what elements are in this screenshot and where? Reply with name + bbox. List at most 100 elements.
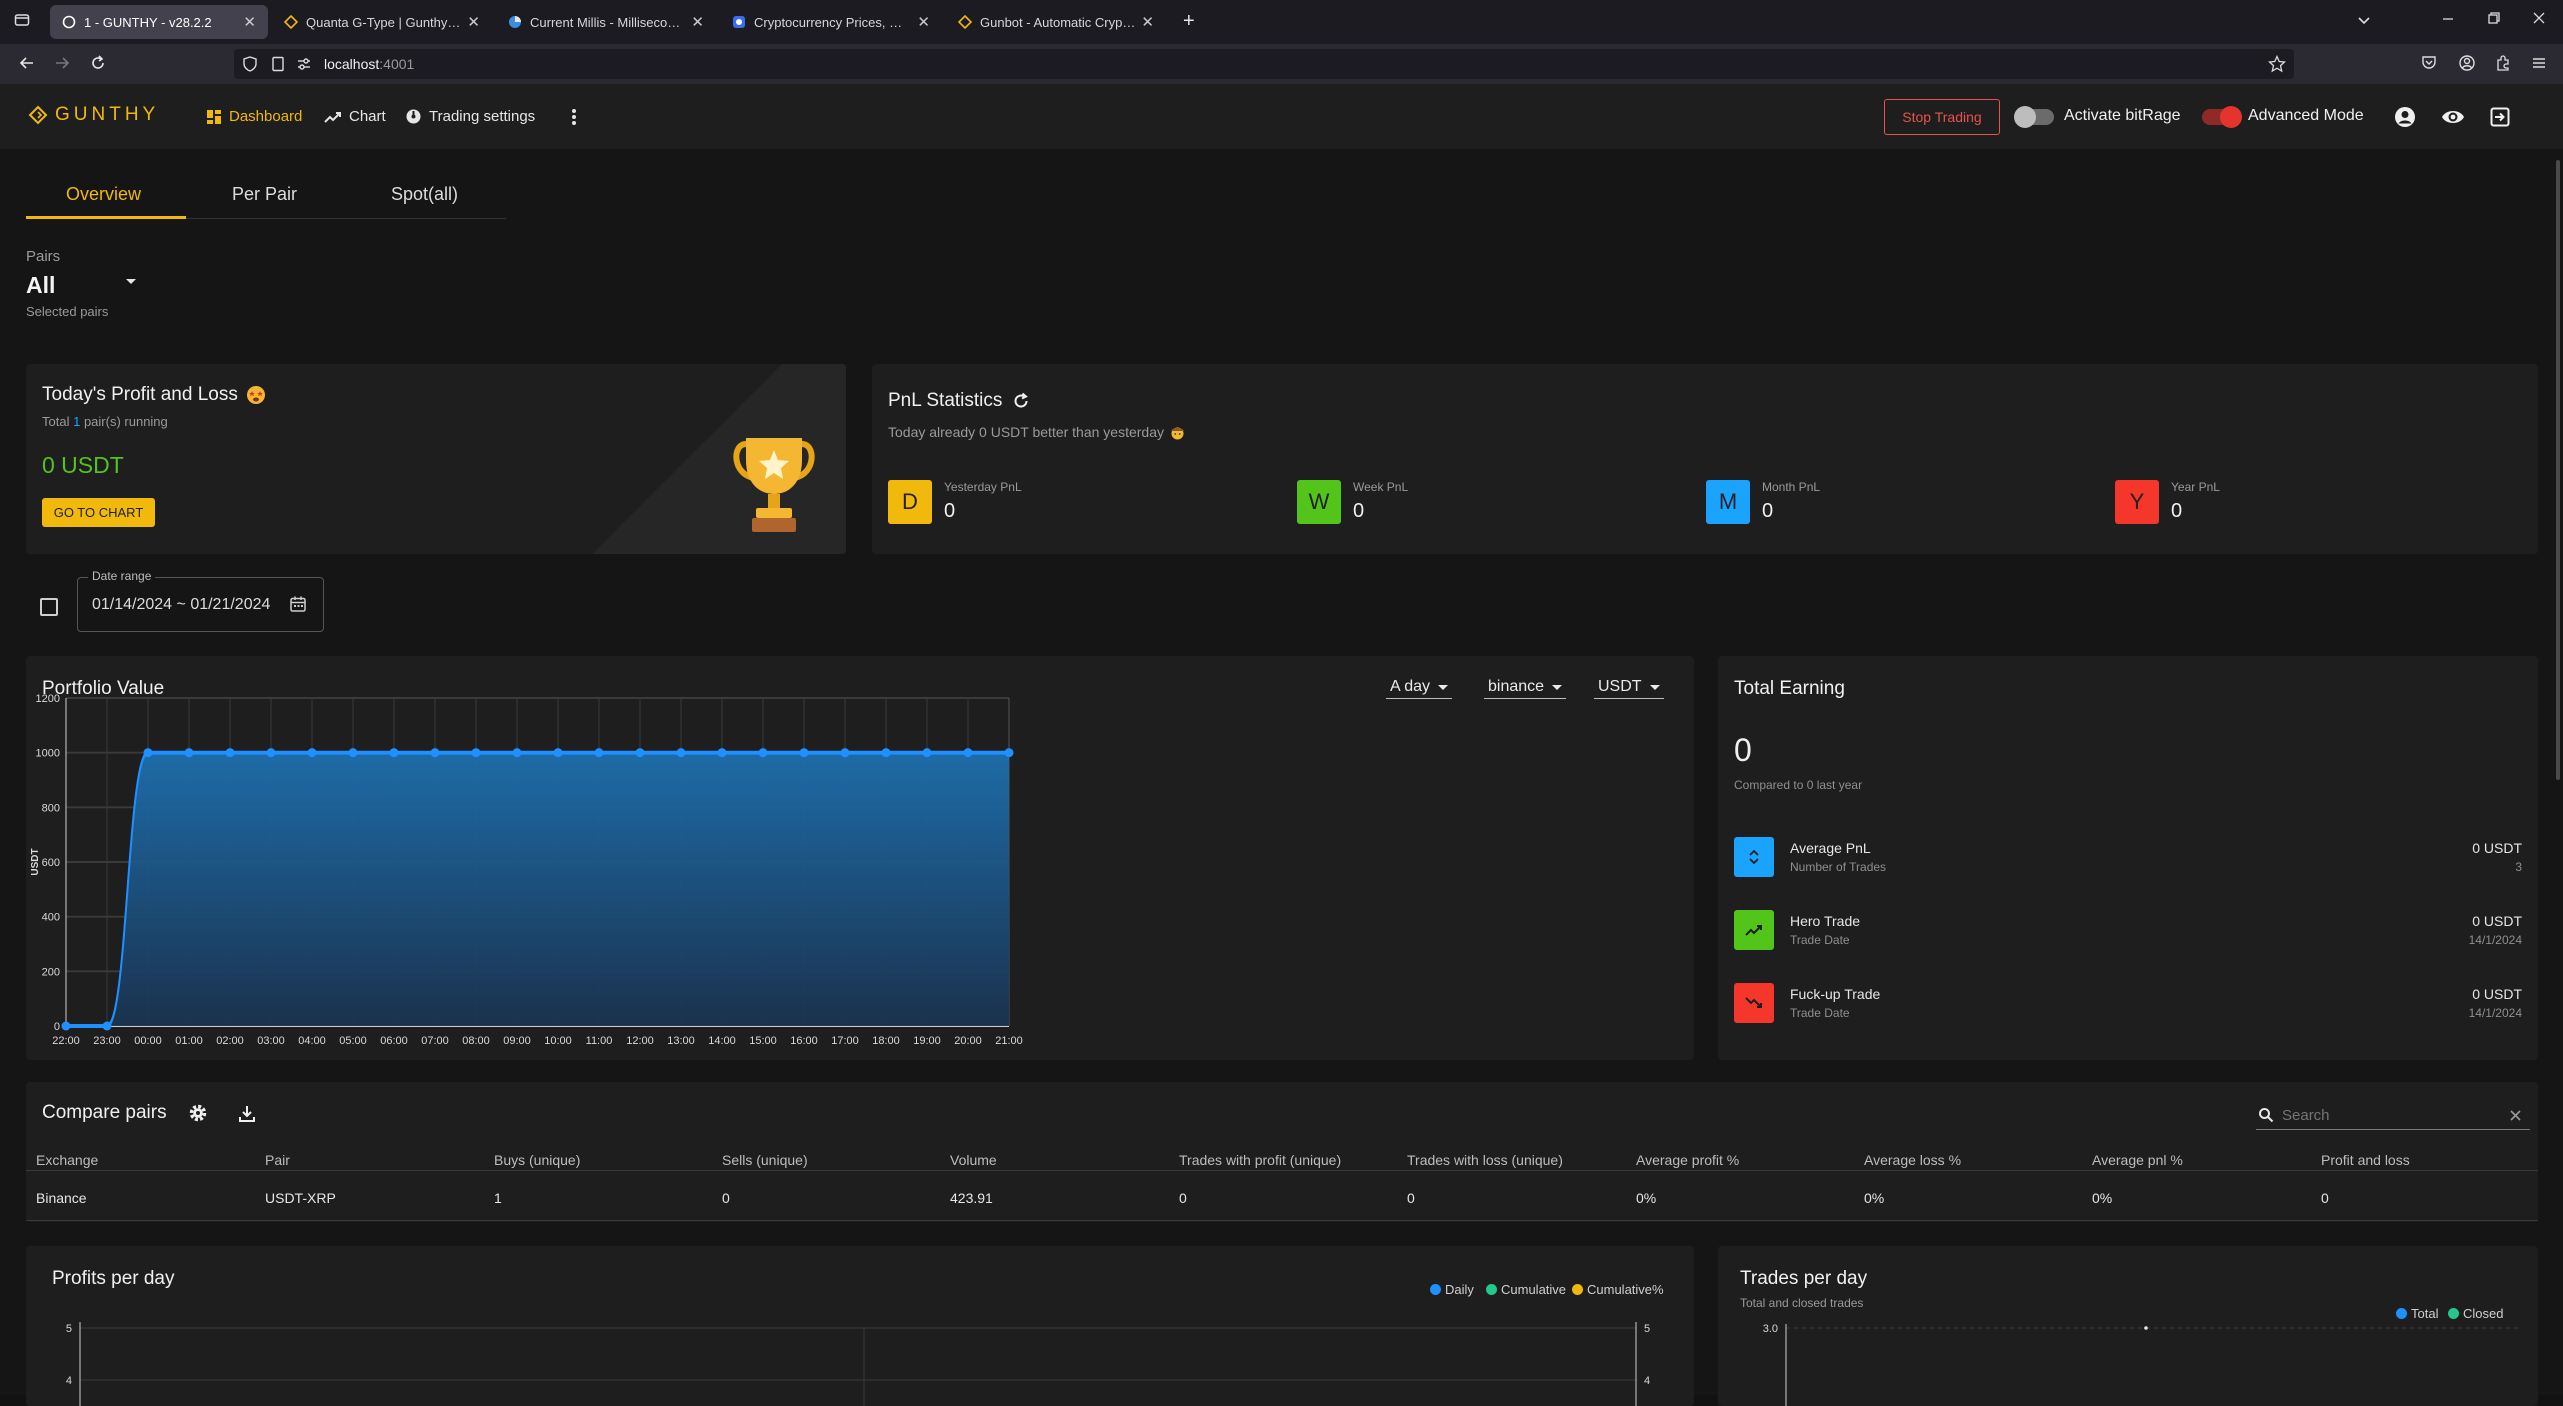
browser-tab-gunthy[interactable]: 1 - GUNTHY - v28.2.2 ✕ (50, 5, 268, 39)
data-point[interactable] (430, 748, 440, 758)
back-icon[interactable] (18, 54, 36, 72)
data-point[interactable] (61, 1021, 71, 1031)
page-scrollbar[interactable] (2556, 160, 2560, 780)
shield-icon[interactable] (242, 56, 258, 72)
close-tab-icon[interactable]: ✕ (1141, 14, 1154, 31)
eye-icon[interactable] (2441, 107, 2465, 127)
data-point[interactable] (512, 748, 522, 758)
close-tab-icon[interactable]: ✕ (467, 14, 480, 31)
url-text[interactable]: localhost:4001 (324, 56, 415, 72)
data-point[interactable] (922, 748, 932, 758)
legend-total[interactable]: Total (2396, 1306, 2438, 1321)
legend-daily[interactable]: Daily (1430, 1282, 1474, 1297)
col-avg-pnl[interactable]: Average pnl % (2092, 1152, 2183, 1168)
legend-closed[interactable]: Closed (2448, 1306, 2503, 1321)
data-point[interactable] (348, 748, 358, 758)
data-point[interactable] (963, 748, 973, 758)
data-point[interactable] (184, 748, 194, 758)
data-point[interactable] (758, 748, 768, 758)
data-point[interactable] (799, 748, 809, 758)
data-point[interactable] (553, 748, 563, 758)
profits-per-day-chart[interactable]: 5 4 5 4 (26, 1246, 1694, 1406)
data-point[interactable] (225, 748, 235, 758)
search-input[interactable] (2282, 1104, 2492, 1126)
nav-dashboard[interactable]: Dashboard (206, 108, 302, 125)
restore-window-icon[interactable] (2486, 10, 2502, 26)
logout-icon[interactable] (2490, 107, 2510, 127)
clear-search-icon[interactable] (2509, 1109, 2522, 1122)
data-point[interactable] (840, 748, 850, 758)
pairs-running-count[interactable]: 1 (73, 414, 81, 429)
address-bar[interactable]: localhost:4001 (234, 49, 2294, 79)
account-icon[interactable] (2458, 54, 2476, 72)
tab-overview[interactable]: Overview (66, 184, 142, 204)
trades-per-day-chart[interactable]: 3.0 (1718, 1246, 2538, 1406)
data-point[interactable] (676, 748, 686, 758)
nav-trading-settings[interactable]: Trading settings (405, 108, 535, 125)
bookmark-star-icon[interactable] (2268, 55, 2286, 73)
data-point[interactable] (102, 1021, 112, 1031)
app-menu-icon[interactable] (2530, 54, 2548, 72)
minimize-window-icon[interactable] (2440, 10, 2456, 26)
download-icon[interactable] (237, 1104, 257, 1124)
legend-cumulative-percent[interactable]: Cumulative% (1572, 1282, 1664, 1297)
gunthy-logo[interactable]: GUNTHY (28, 104, 159, 126)
data-point[interactable] (307, 748, 317, 758)
date-range-field[interactable]: Date range 01/14/2024 ~ 01/21/2024 (77, 569, 324, 632)
search-field[interactable] (2256, 1100, 2530, 1130)
nav-chart[interactable]: Chart (324, 108, 386, 125)
page-info-icon[interactable] (270, 56, 286, 72)
data-point[interactable] (635, 748, 645, 758)
exchange-select[interactable]: binance (1484, 678, 1567, 699)
col-avg-profit[interactable]: Average profit % (1636, 1152, 1740, 1168)
gear-icon[interactable] (188, 1103, 208, 1123)
extensions-icon[interactable] (2494, 54, 2512, 72)
account-circle-icon[interactable] (2394, 106, 2416, 128)
close-tab-icon[interactable]: ✕ (691, 14, 704, 31)
stop-trading-button[interactable]: Stop Trading (1884, 99, 2000, 135)
col-exchange[interactable]: Exchange (36, 1152, 99, 1168)
col-avg-loss[interactable]: Average loss % (1864, 1152, 1962, 1168)
portfolio-value-chart[interactable]: 0 200 400 600 800 1000 1200 22:00 23:00 00:00 01:… (26, 656, 1694, 1060)
data-point[interactable] (471, 748, 481, 758)
col-trades-loss[interactable]: Trades with loss (unique) (1407, 1152, 1563, 1168)
close-window-icon[interactable] (2531, 10, 2547, 26)
data-point[interactable] (1004, 748, 1014, 758)
tab-spot-all[interactable]: Spot(all) (391, 184, 459, 204)
data-point[interactable] (266, 748, 276, 758)
col-buys[interactable]: Buys (unique) (494, 1152, 581, 1168)
pocket-icon[interactable] (2420, 54, 2438, 72)
tab-list-icon[interactable] (14, 12, 30, 28)
col-volume[interactable]: Volume (950, 1152, 997, 1168)
refresh-icon[interactable] (1012, 392, 1030, 410)
period-select[interactable]: A day (1386, 678, 1453, 699)
permissions-icon[interactable] (296, 56, 312, 72)
data-point[interactable] (594, 748, 604, 758)
legend-cumulative[interactable]: Cumulative (1486, 1282, 1566, 1297)
data-point[interactable] (389, 748, 399, 758)
new-tab-icon[interactable]: + (1183, 10, 1195, 32)
pairs-select[interactable]: All (26, 272, 136, 298)
close-tab-icon[interactable]: ✕ (917, 14, 930, 31)
browser-tab-millis[interactable]: Current Millis - Milliseconds sin ✕ (496, 5, 716, 39)
data-point[interactable] (881, 748, 891, 758)
col-sells[interactable]: Sells (unique) (722, 1152, 808, 1168)
currency-select[interactable]: USDT (1594, 678, 1664, 699)
browser-tab-gunbot[interactable]: Gunbot - Automatic Crypto Tra ✕ (946, 5, 1166, 39)
calendar-icon[interactable] (289, 595, 307, 613)
bitrage-toggle[interactable] (2014, 106, 2054, 128)
data-point[interactable] (143, 748, 153, 758)
browser-tab-quanta[interactable]: Quanta G-Type | Gunthy Market ✕ (272, 5, 492, 39)
date-range-checkbox[interactable] (40, 598, 58, 616)
col-profit-loss[interactable]: Profit and loss (2321, 1152, 2410, 1168)
tab-per-pair[interactable]: Per Pair (232, 184, 298, 204)
forward-icon[interactable] (53, 54, 71, 72)
list-all-tabs-icon[interactable] (2356, 12, 2372, 28)
reload-icon[interactable] (89, 54, 107, 72)
browser-tab-crypto-prices[interactable]: Cryptocurrency Prices, Charts A ✕ (720, 5, 942, 39)
col-trades-profit[interactable]: Trades with profit (unique) (1179, 1152, 1342, 1168)
go-to-chart-button[interactable]: GO TO CHART (42, 498, 155, 527)
more-vert-icon[interactable] (571, 108, 577, 126)
col-pair[interactable]: Pair (265, 1152, 290, 1168)
data-point[interactable] (717, 748, 727, 758)
